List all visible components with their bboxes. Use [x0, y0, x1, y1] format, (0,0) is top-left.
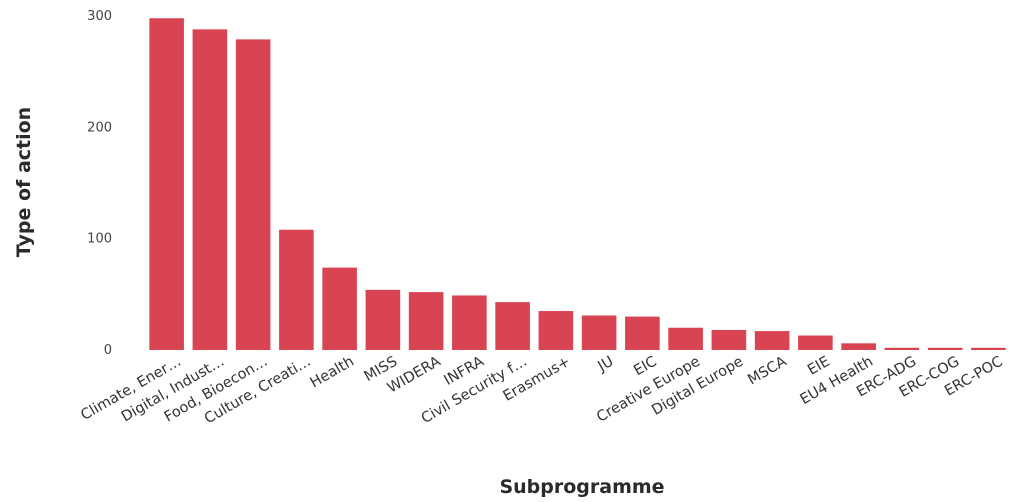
x-category-label: MSCA	[745, 354, 789, 389]
x-category-label: EIE	[805, 354, 833, 379]
x-axis-title: Subprogramme	[499, 476, 664, 498]
bar[interactable]	[884, 347, 920, 350]
y-tick-label: 100	[87, 232, 112, 247]
bar[interactable]	[452, 295, 487, 350]
bar[interactable]	[581, 315, 617, 350]
bar[interactable]	[279, 229, 314, 350]
x-category-label: Health	[308, 354, 357, 392]
y-tick-label: 300	[87, 9, 112, 24]
bar[interactable]	[365, 289, 401, 350]
bar[interactable]	[971, 347, 1006, 350]
y-tick-label: 200	[87, 120, 112, 135]
x-axis-category-labels: Climate, Ener…Digital, Indust…Food, Bioe…	[78, 354, 1005, 428]
bar[interactable]	[322, 267, 357, 350]
bar[interactable]	[538, 311, 574, 350]
bar[interactable]	[149, 18, 184, 351]
bar[interactable]	[711, 329, 747, 350]
bar[interactable]	[798, 335, 833, 350]
bar[interactable]	[625, 316, 660, 350]
bar[interactable]	[495, 302, 530, 350]
bar[interactable]	[841, 343, 876, 350]
bar[interactable]	[408, 292, 444, 350]
bar[interactable]	[668, 327, 703, 350]
y-axis-ticks: 0 100 200 300	[87, 9, 112, 358]
bar[interactable]	[192, 29, 228, 351]
x-category-label: JU	[595, 354, 617, 376]
bar[interactable]	[754, 331, 790, 350]
bar[interactable]	[235, 39, 271, 350]
y-axis-title: Type of action	[13, 107, 35, 257]
bars	[149, 18, 1006, 351]
bar[interactable]	[927, 347, 963, 350]
y-tick-label: 0	[104, 343, 112, 358]
